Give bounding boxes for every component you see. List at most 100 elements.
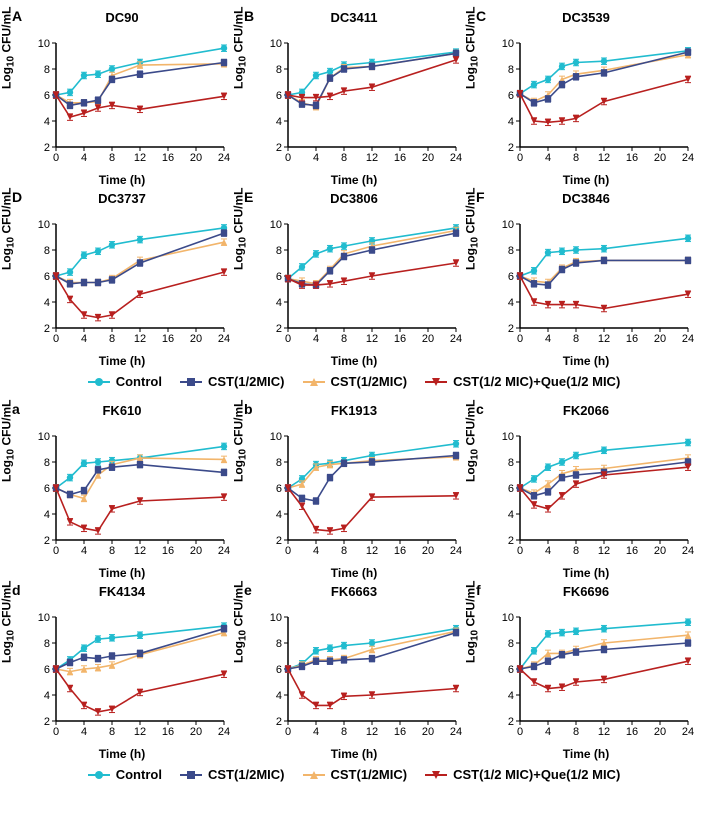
svg-text:4: 4 xyxy=(545,333,551,345)
panel-d: d FK4134 Log10 CFU/mL 04812162024246810 … xyxy=(10,584,234,761)
x-axis-label: Time (h) xyxy=(242,747,466,761)
svg-text:20: 20 xyxy=(654,152,666,164)
svg-text:10: 10 xyxy=(270,219,282,231)
svg-text:0: 0 xyxy=(285,726,291,738)
svg-text:4: 4 xyxy=(508,297,514,309)
svg-text:16: 16 xyxy=(162,726,174,738)
svg-text:24: 24 xyxy=(218,726,230,738)
panel-title: DC3737 xyxy=(10,191,234,206)
svg-text:12: 12 xyxy=(134,333,146,345)
legend-item-cst2: CST(1/2MIC) xyxy=(303,374,408,389)
svg-text:8: 8 xyxy=(508,245,514,257)
panel-title: DC3411 xyxy=(242,10,466,25)
svg-text:10: 10 xyxy=(270,431,282,443)
svg-text:2: 2 xyxy=(508,142,514,154)
svg-text:8: 8 xyxy=(573,152,579,164)
svg-text:0: 0 xyxy=(517,333,523,345)
svg-text:8: 8 xyxy=(276,64,282,76)
svg-text:12: 12 xyxy=(598,333,610,345)
svg-text:4: 4 xyxy=(313,726,319,738)
panel-title: DC90 xyxy=(10,10,234,25)
svg-text:4: 4 xyxy=(508,116,514,128)
panel-a: a FK610 Log10 CFU/mL 04812162024246810 T… xyxy=(10,403,234,580)
svg-text:0: 0 xyxy=(517,545,523,557)
svg-text:6: 6 xyxy=(44,483,50,495)
y-axis-label: Log10 CFU/mL xyxy=(231,6,248,88)
panel-e: e FK6663 Log10 CFU/mL 04812162024246810 … xyxy=(242,584,466,761)
svg-text:0: 0 xyxy=(53,333,59,345)
svg-text:12: 12 xyxy=(598,726,610,738)
svg-text:8: 8 xyxy=(44,64,50,76)
svg-text:8: 8 xyxy=(341,333,347,345)
svg-text:20: 20 xyxy=(422,152,434,164)
svg-text:12: 12 xyxy=(134,152,146,164)
svg-text:24: 24 xyxy=(450,726,462,738)
svg-text:4: 4 xyxy=(81,545,87,557)
svg-text:8: 8 xyxy=(109,726,115,738)
svg-text:12: 12 xyxy=(134,545,146,557)
panel-F: F DC3846 Log10 CFU/mL 04812162024246810 … xyxy=(474,191,698,368)
svg-text:16: 16 xyxy=(626,726,638,738)
panel-title: FK6696 xyxy=(474,584,698,599)
y-axis-label: Log10 CFU/mL xyxy=(0,187,17,269)
bottom-grid: a FK610 Log10 CFU/mL 04812162024246810 T… xyxy=(10,403,698,761)
svg-text:4: 4 xyxy=(44,116,50,128)
svg-text:20: 20 xyxy=(190,545,202,557)
svg-text:10: 10 xyxy=(502,38,514,50)
legend-item-combo: CST(1/2 MIC)+Que(1/2 MIC) xyxy=(425,374,620,389)
svg-text:4: 4 xyxy=(276,690,282,702)
y-axis-label: Log10 CFU/mL xyxy=(0,6,17,88)
svg-text:24: 24 xyxy=(218,545,230,557)
svg-text:4: 4 xyxy=(276,509,282,521)
svg-text:20: 20 xyxy=(190,726,202,738)
svg-text:8: 8 xyxy=(508,638,514,650)
legend: ControlCST(1/2MIC)CST(1/2MIC)CST(1/2 MIC… xyxy=(10,368,698,403)
y-axis-label: Log10 CFU/mL xyxy=(0,399,17,481)
panel-c: c FK2066 Log10 CFU/mL 04812162024246810 … xyxy=(474,403,698,580)
svg-text:0: 0 xyxy=(285,333,291,345)
svg-text:6: 6 xyxy=(44,664,50,676)
svg-text:6: 6 xyxy=(508,664,514,676)
svg-text:4: 4 xyxy=(81,333,87,345)
svg-text:4: 4 xyxy=(276,297,282,309)
svg-text:4: 4 xyxy=(545,726,551,738)
svg-text:8: 8 xyxy=(508,64,514,76)
svg-text:8: 8 xyxy=(341,726,347,738)
svg-text:4: 4 xyxy=(508,690,514,702)
y-axis-label: Log10 CFU/mL xyxy=(463,399,480,481)
panel-E: E DC3806 Log10 CFU/mL 04812162024246810 … xyxy=(242,191,466,368)
svg-text:0: 0 xyxy=(53,726,59,738)
svg-text:8: 8 xyxy=(109,152,115,164)
svg-text:4: 4 xyxy=(313,152,319,164)
svg-text:4: 4 xyxy=(44,509,50,521)
legend-label: CST(1/2MIC) xyxy=(331,767,408,782)
svg-text:10: 10 xyxy=(502,612,514,624)
svg-text:6: 6 xyxy=(44,90,50,102)
svg-text:24: 24 xyxy=(450,545,462,557)
svg-text:6: 6 xyxy=(508,483,514,495)
svg-text:10: 10 xyxy=(38,431,50,443)
legend-item-cst2: CST(1/2MIC) xyxy=(303,767,408,782)
svg-text:10: 10 xyxy=(38,219,50,231)
svg-text:6: 6 xyxy=(276,664,282,676)
svg-text:2: 2 xyxy=(508,323,514,335)
svg-text:6: 6 xyxy=(44,271,50,283)
svg-text:2: 2 xyxy=(276,716,282,728)
svg-text:2: 2 xyxy=(508,716,514,728)
svg-text:2: 2 xyxy=(44,323,50,335)
svg-text:0: 0 xyxy=(517,726,523,738)
y-axis-label: Log10 CFU/mL xyxy=(231,187,248,269)
svg-text:10: 10 xyxy=(502,431,514,443)
y-axis-label: Log10 CFU/mL xyxy=(463,6,480,88)
svg-text:0: 0 xyxy=(285,545,291,557)
x-axis-label: Time (h) xyxy=(474,747,698,761)
svg-text:2: 2 xyxy=(44,535,50,547)
svg-text:2: 2 xyxy=(44,142,50,154)
svg-text:0: 0 xyxy=(53,152,59,164)
legend-label: CST(1/2 MIC)+Que(1/2 MIC) xyxy=(453,767,620,782)
svg-text:8: 8 xyxy=(276,457,282,469)
legend-item-cst1: CST(1/2MIC) xyxy=(180,374,285,389)
panel-title: DC3539 xyxy=(474,10,698,25)
svg-text:8: 8 xyxy=(109,545,115,557)
svg-text:20: 20 xyxy=(654,726,666,738)
